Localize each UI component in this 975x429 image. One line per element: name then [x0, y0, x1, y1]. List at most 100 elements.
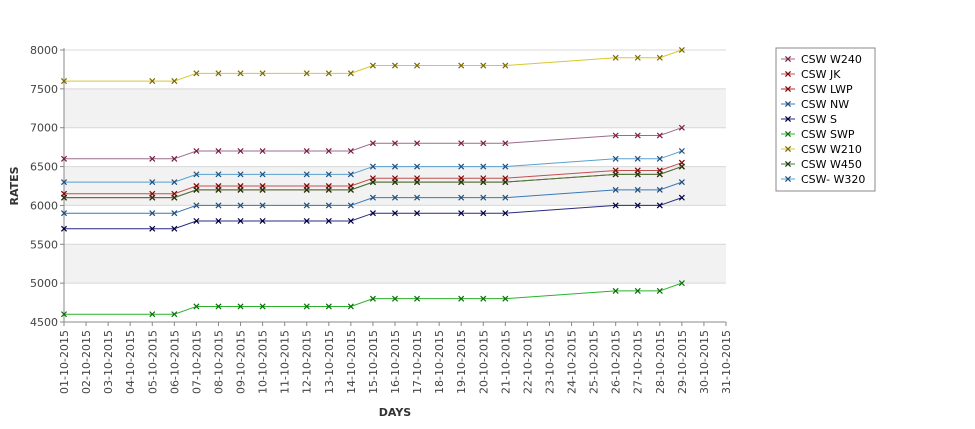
data-point [414, 295, 421, 302]
data-point [678, 46, 685, 54]
data-point [369, 140, 376, 147]
data-point [259, 217, 266, 224]
x-tick-label: 16-10-2015 [389, 330, 402, 394]
data-point [325, 202, 332, 209]
legend-marker [784, 175, 792, 183]
legend-marker [784, 115, 792, 123]
data-point [347, 70, 354, 77]
data-point [303, 186, 310, 193]
data-point [303, 70, 310, 77]
data-point [414, 62, 421, 69]
data-point [391, 140, 399, 147]
data-point [325, 70, 332, 77]
data-point [634, 186, 641, 193]
data-point [171, 194, 178, 201]
legend-item: CSW S [781, 113, 837, 126]
x-tick-label: 18-10-2015 [433, 330, 446, 394]
x-tick-label: 13-10-2015 [323, 330, 336, 394]
x-tick-label: 26-10-2015 [610, 330, 623, 394]
data-point [259, 186, 266, 193]
data-point [369, 163, 376, 170]
grid-band [64, 127, 726, 167]
legend-label: CSW W240 [801, 53, 862, 66]
data-point [171, 311, 178, 318]
series-layer [60, 46, 685, 318]
data-point [215, 171, 222, 178]
data-point [656, 155, 663, 162]
data-point [458, 62, 465, 69]
data-point [369, 62, 376, 69]
data-point [237, 202, 244, 209]
series-line [64, 181, 683, 214]
x-tick-label: 10-10-2015 [257, 330, 270, 394]
data-point [215, 70, 222, 77]
data-point [60, 194, 68, 201]
data-point [193, 171, 200, 178]
legend-label: CSW JK [801, 68, 841, 81]
data-point [391, 163, 399, 170]
grid-band [64, 205, 726, 245]
data-point [391, 295, 399, 302]
series-2 [60, 159, 685, 197]
legend-marker [784, 55, 792, 63]
data-point [237, 148, 244, 155]
series-1 [60, 124, 685, 162]
data-point [149, 194, 156, 201]
x-tick-label: 03-10-2015 [102, 330, 115, 394]
data-point [458, 295, 465, 302]
series-line [64, 127, 683, 160]
data-point [656, 171, 663, 178]
x-tick-label: 22-10-2015 [521, 330, 534, 394]
data-point [656, 186, 663, 193]
legend-marker [784, 70, 792, 78]
data-point [149, 155, 156, 162]
data-point [612, 202, 619, 209]
data-point [171, 78, 178, 85]
x-axis-title: DAYS [379, 406, 412, 419]
data-point [171, 210, 178, 217]
legend-item: CSW W450 [781, 158, 862, 171]
x-tick-label: 11-10-2015 [279, 330, 292, 394]
data-point [237, 217, 244, 224]
data-point [634, 132, 641, 139]
y-tick-label: 5500 [30, 238, 58, 251]
data-point [656, 287, 663, 294]
data-point [612, 171, 619, 178]
data-point [502, 179, 509, 186]
data-point [193, 202, 200, 209]
legend-label: CSW LWP [801, 83, 853, 96]
y-tick-label: 8000 [30, 44, 58, 57]
x-tick-label: 25-10-2015 [588, 330, 601, 394]
data-point [502, 62, 509, 69]
x-tick-label: 21-10-2015 [499, 330, 512, 394]
data-point [480, 62, 487, 69]
data-point [612, 155, 619, 162]
legend-item: CSW W210 [781, 143, 862, 156]
y-tick-label: 4500 [30, 316, 58, 329]
data-point [634, 202, 641, 209]
grid-band [64, 166, 726, 206]
data-point [325, 303, 332, 310]
data-point [369, 179, 376, 186]
data-point [414, 194, 421, 201]
series-9 [60, 148, 685, 186]
legend-label: CSW S [801, 113, 837, 126]
data-point [237, 303, 244, 310]
data-point [237, 70, 244, 77]
data-point [678, 194, 685, 201]
data-point [678, 163, 685, 170]
data-point [325, 217, 332, 224]
data-point [634, 155, 641, 162]
data-point [149, 78, 156, 85]
data-point [259, 202, 266, 209]
data-point [215, 202, 222, 209]
legend-marker [784, 160, 792, 168]
x-tick-label: 31-10-2015 [720, 330, 733, 394]
x-tick-label: 01-10-2015 [58, 330, 71, 394]
grid-band [64, 244, 726, 284]
data-point [502, 140, 509, 147]
x-tick-label: 08-10-2015 [212, 330, 225, 394]
data-point [369, 194, 376, 201]
data-point [612, 186, 619, 193]
x-tick-label: 12-10-2015 [301, 330, 314, 394]
